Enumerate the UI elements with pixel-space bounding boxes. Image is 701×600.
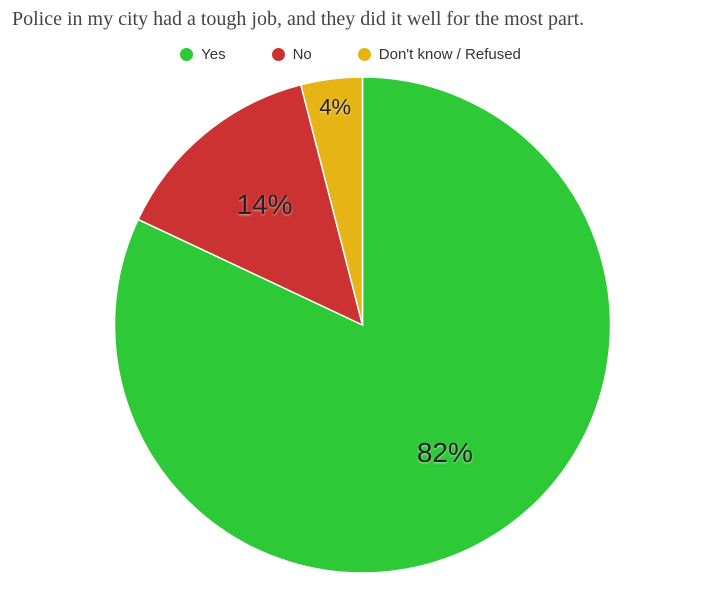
legend-swatch-no [272,48,285,61]
legend-item-dk: Don't know / Refused [358,46,521,63]
legend-item-no: No [272,46,312,63]
legend-swatch-yes [180,48,193,61]
legend-swatch-dk [358,48,371,61]
legend-label-dk: Don't know / Refused [379,46,521,63]
pie-slice-label: 4% [319,94,351,119]
pie-slice-label: 14% [236,189,292,220]
legend-label-yes: Yes [201,46,225,63]
legend-item-yes: Yes [180,46,225,63]
pie-chart: 82% 14% 4% [0,69,701,579]
chart-title: Police in my city had a tough job, and t… [0,0,701,32]
legend: Yes No Don't know / Refused [0,46,701,63]
pie-slice-label: 82% [417,437,473,468]
legend-label-no: No [293,46,312,63]
